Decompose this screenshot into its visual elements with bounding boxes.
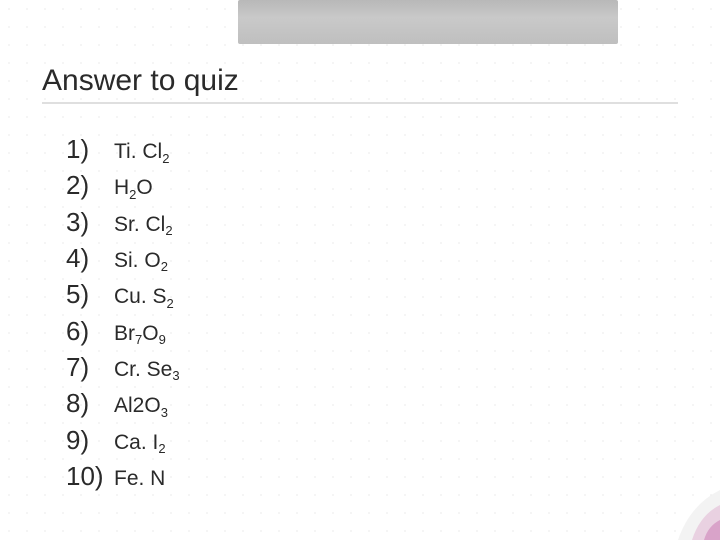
item-number: 9) [66, 423, 114, 457]
list-item: 6)Br7O9 [66, 314, 678, 348]
item-number: 10) [66, 459, 114, 493]
item-answer: Cr. Se3 [114, 356, 180, 384]
item-number: 3) [66, 205, 114, 239]
list-item: 3)Sr. Cl2 [66, 205, 678, 239]
item-answer: Sr. Cl2 [114, 211, 173, 239]
item-answer: Ca. I2 [114, 429, 166, 457]
item-number: 5) [66, 277, 114, 311]
item-number: 6) [66, 314, 114, 348]
item-number: 4) [66, 241, 114, 275]
item-number: 1) [66, 132, 114, 166]
slide-content: Answer to quiz 1)Ti. Cl22)H2O3)Sr. Cl24)… [42, 64, 678, 495]
item-answer: Al2O3 [114, 392, 168, 420]
item-answer: Si. O2 [114, 247, 168, 275]
list-item: 8)Al2O3 [66, 386, 678, 420]
item-answer: Fe. N [114, 465, 165, 493]
item-answer: Ti. Cl2 [114, 138, 169, 166]
item-answer: Cu. S2 [114, 283, 174, 311]
answer-list: 1)Ti. Cl22)H2O3)Sr. Cl24)Si. O25)Cu. S26… [66, 132, 678, 493]
item-number: 7) [66, 350, 114, 384]
list-item: 4)Si. O2 [66, 241, 678, 275]
list-item: 1)Ti. Cl2 [66, 132, 678, 166]
title-underline [42, 102, 678, 104]
list-item: 2)H2O [66, 168, 678, 202]
page-title: Answer to quiz [42, 64, 678, 98]
list-item: 7)Cr. Se3 [66, 350, 678, 384]
item-number: 2) [66, 168, 114, 202]
title-placeholder-bar [238, 0, 618, 44]
list-item: 5)Cu. S2 [66, 277, 678, 311]
list-item: 9)Ca. I2 [66, 423, 678, 457]
item-number: 8) [66, 386, 114, 420]
item-answer: Br7O9 [114, 320, 166, 348]
list-item: 10)Fe. N [66, 459, 678, 493]
item-answer: H2O [114, 174, 153, 202]
